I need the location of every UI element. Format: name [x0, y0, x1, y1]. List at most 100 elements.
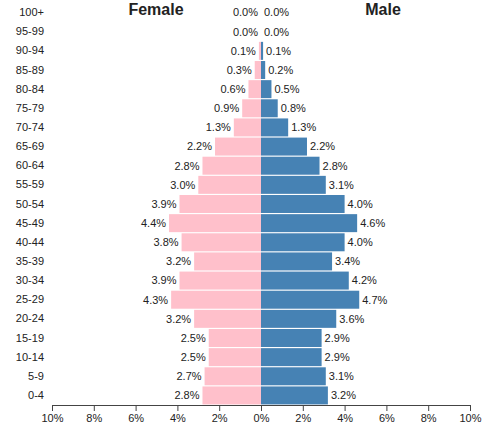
x-tick: 4% [337, 405, 353, 424]
bar [259, 42, 261, 60]
bar [242, 99, 261, 117]
y-axis: 0-4 5-9 10-14 15-19 20-24 25-29 30-34 35-39 40-4… [16, 6, 48, 401]
y-tick-label: 90-94 [16, 44, 44, 56]
y-tick-label: 20-24 [16, 312, 44, 324]
x-tick-label: 6% [379, 412, 395, 424]
y-tick-label: 10-14 [16, 351, 44, 363]
data-label: 2.5% [181, 332, 206, 344]
data-label: 4.4% [141, 217, 166, 229]
x-tick-mark [345, 405, 346, 411]
x-tick: 10% [459, 405, 481, 424]
y-tick-label: 35-39 [16, 255, 44, 267]
bar [261, 176, 326, 194]
bar [261, 23, 262, 41]
x-tick-mark [94, 405, 95, 411]
x-tick-mark [219, 405, 220, 411]
y-tick: 40-44 [16, 236, 48, 248]
y-tick-label: 60-64 [16, 159, 44, 171]
y-tick: 25-29 [16, 293, 48, 305]
y-tick: 80-84 [16, 83, 48, 95]
y-tick-label: 45-49 [16, 217, 44, 229]
x-tick: 2% [295, 405, 311, 424]
data-label: 4.7% [362, 294, 387, 306]
y-tick-label: 30-34 [16, 274, 44, 286]
y-tick-label: 100+ [19, 6, 44, 18]
data-label: 1.3% [291, 121, 316, 133]
x-tick-label: 4% [337, 412, 353, 424]
y-tick-label: 95-99 [16, 25, 44, 37]
data-label: 2.8% [174, 389, 199, 401]
y-tick-label: 80-84 [16, 83, 44, 95]
data-label: 2.7% [176, 370, 201, 382]
y-tick-label: 5-9 [28, 370, 44, 382]
y-tick: 85-89 [16, 64, 48, 76]
data-label: 3.9% [151, 274, 176, 286]
bar [261, 195, 345, 213]
y-tick-label: 85-89 [16, 64, 44, 76]
y-tick: 95-99 [16, 25, 48, 37]
data-label: 0.6% [220, 83, 245, 95]
data-label: 1.3% [206, 121, 231, 133]
bar [261, 4, 262, 22]
y-tick: 30-34 [16, 274, 48, 286]
y-tick: 45-49 [16, 217, 48, 229]
bar [234, 118, 261, 136]
bar [261, 80, 271, 98]
y-tick-label: 65-69 [16, 140, 44, 152]
bar [261, 138, 307, 156]
data-label: 0.0% [264, 6, 289, 18]
bar [261, 214, 357, 232]
x-axis-female: 0% 2% 4% 6% 8% 10% [41, 405, 269, 424]
bar [261, 310, 336, 328]
x-tick-mark [52, 405, 53, 411]
x-tick-label: 2% [212, 412, 228, 424]
data-label: 4.0% [348, 236, 373, 248]
bar [194, 252, 261, 270]
data-label: 0.1% [266, 45, 291, 57]
data-label: 3.0% [170, 179, 195, 191]
data-label: 2.8% [174, 160, 199, 172]
y-tick: 55-59 [16, 178, 48, 190]
x-tick-mark [177, 405, 178, 411]
bar [169, 214, 261, 232]
bar [261, 42, 263, 60]
x-tick-label: 0% [254, 412, 270, 424]
data-label: 2.8% [323, 160, 348, 172]
bar [171, 291, 261, 309]
bar [261, 367, 326, 385]
y-tick: 75-79 [16, 102, 48, 114]
y-tick-label: 15-19 [16, 332, 44, 344]
data-label: 3.1% [329, 370, 354, 382]
x-tick: 4% [170, 405, 186, 424]
y-tick-label: 0-4 [28, 389, 44, 401]
data-label: 3.2% [166, 313, 191, 325]
data-label: 3.6% [339, 313, 364, 325]
data-label: 4.0% [348, 198, 373, 210]
x-axis-male: 2%4%6%8%10% [262, 405, 482, 424]
chart: 2.8%2.7%2.5%2.5%3.2%4.3%3.9%3.2%3.8%4.4%… [0, 0, 495, 434]
y-tick: 20-24 [16, 312, 48, 324]
bar [209, 348, 261, 366]
y-tick: 100+ [19, 6, 48, 18]
bar [255, 61, 261, 79]
data-label: 4.6% [360, 217, 385, 229]
x-tick: 10% [41, 405, 63, 424]
x-tick: 8% [86, 405, 102, 424]
x-tick-mark [303, 405, 304, 411]
bar [261, 233, 345, 251]
bar [261, 272, 349, 290]
y-tick: 10-14 [16, 351, 48, 363]
data-label: 0.0% [264, 26, 289, 38]
x-tick: 6% [128, 405, 144, 424]
data-label: 3.1% [329, 179, 354, 191]
series-header: Male [365, 1, 401, 18]
data-label: 3.9% [151, 198, 176, 210]
axis-line [262, 405, 471, 406]
y-tick: 15-19 [16, 332, 48, 344]
data-label: 3.4% [335, 255, 360, 267]
y-tick-label: 40-44 [16, 236, 44, 248]
x-tick-label: 6% [128, 412, 144, 424]
x-tick-mark [136, 405, 137, 411]
y-tick-label: 50-54 [16, 198, 44, 210]
data-label: 0.5% [274, 83, 299, 95]
